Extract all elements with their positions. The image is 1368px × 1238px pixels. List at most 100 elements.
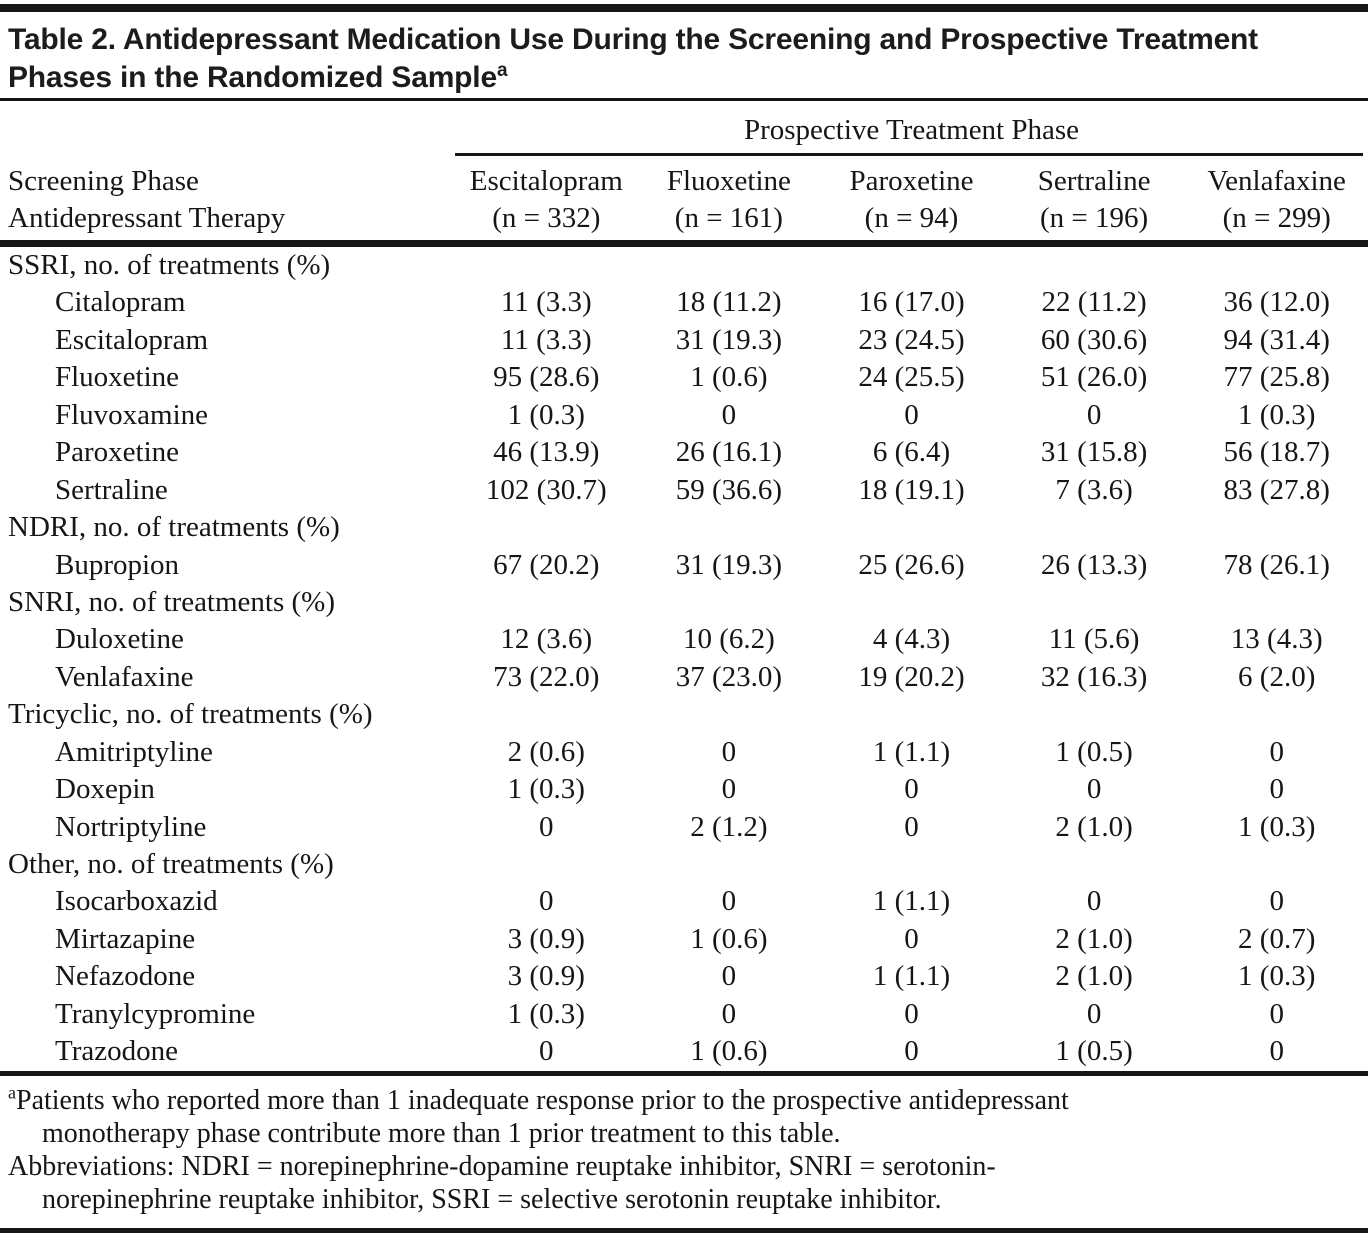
data-cell: 0 xyxy=(904,398,919,431)
data-cell: 0 xyxy=(539,885,554,918)
data-cell: 31 (15.8) xyxy=(1040,436,1148,469)
table-row: Fluoxetine 95 (28.6) 1 (0.6) 24 (25.5) 51 (2… xyxy=(0,359,1368,396)
data-cell: 32 (16.3) xyxy=(1040,660,1148,693)
data-cell: 3 (0.9) xyxy=(507,922,585,955)
data-cell: 1 (0.3) xyxy=(1238,398,1316,431)
data-cell: 16 (17.0) xyxy=(858,286,965,319)
data-cell: 0 xyxy=(721,960,737,993)
data-cell: 0 xyxy=(721,398,737,431)
data-cell: 6 (6.4) xyxy=(872,436,951,469)
data-cell: 2 (1.0) xyxy=(1055,922,1133,955)
footnote-rule xyxy=(0,1071,1368,1076)
data-cell: 2 (0.6) xyxy=(507,735,585,768)
data-cell: 4 (4.3) xyxy=(872,623,951,656)
row-label: Venlafaxine xyxy=(55,660,194,693)
column-header: Sertraline (n = 196) xyxy=(1003,163,1186,237)
table-row: Doxepin 1 (0.3) 0 0 0 0 xyxy=(0,771,1368,808)
table-row: Tranylcypromine 1 (0.3) 0 0 0 0 xyxy=(0,996,1368,1033)
row-label: Nortriptyline xyxy=(55,810,207,843)
stub-header-line1: Screening Phase xyxy=(8,165,199,197)
data-cell: 1 (0.3) xyxy=(507,997,585,1030)
table-row: NDRI, no. of treatments (%) xyxy=(0,509,1368,546)
table-row: Isocarboxazid 0 0 1 (1.1) 0 0 xyxy=(0,883,1368,920)
data-cell: 11 (5.6) xyxy=(1048,623,1140,656)
table-row: Bupropion 67 (20.2) 31 (19.3) 25 (26.6) 26 (… xyxy=(0,547,1368,584)
table-body: SSRI, no. of treatments (%) Citalopram 11 … xyxy=(0,247,1368,1071)
footnote-a-line2: monotherapy phase contribute more than 1… xyxy=(42,1118,841,1149)
table-row: Mirtazapine 3 (0.9) 1 (0.6) 0 2 (1.0) 2 (0.7) xyxy=(0,921,1368,958)
data-cell: 26 (16.1) xyxy=(675,436,783,469)
row-label: Amitriptyline xyxy=(55,735,213,768)
column-n: (n = 299) xyxy=(1222,202,1331,234)
row-label: Paroxetine xyxy=(55,436,180,469)
data-cell: 0 xyxy=(1086,773,1102,806)
column-header: Paroxetine (n = 94) xyxy=(820,163,1003,237)
data-cell: 24 (25.5) xyxy=(858,361,965,394)
table-row: Nefazodone 3 (0.9) 0 1 (1.1) 2 (1.0) 1 (0.3) xyxy=(0,958,1368,995)
data-cell: 67 (20.2) xyxy=(493,548,600,581)
data-cell: 6 (2.0) xyxy=(1238,660,1316,693)
data-cell: 0 xyxy=(1086,398,1102,431)
column-name: Fluoxetine xyxy=(666,165,791,197)
data-cell: 83 (27.8) xyxy=(1223,473,1330,506)
data-cell: 0 xyxy=(904,922,919,955)
footnote-abbrev-line1: Abbreviations: NDRI = norepinephrine-dop… xyxy=(8,1151,996,1182)
column-header: Venlafaxine (n = 299) xyxy=(1185,163,1368,237)
table-title: Table 2. Antidepressant Medication Use D… xyxy=(0,12,1290,98)
column-header: Escitalopram (n = 332) xyxy=(455,163,638,237)
data-cell: 1 (0.6) xyxy=(690,1035,768,1068)
data-cell: 0 xyxy=(539,1035,554,1068)
row-label: Fluoxetine xyxy=(55,361,180,394)
column-name: Paroxetine xyxy=(849,165,974,197)
section-label: Other, no. of treatments (%) xyxy=(8,848,334,880)
data-cell: 10 (6.2) xyxy=(682,623,775,656)
data-cell: 36 (12.0) xyxy=(1223,286,1330,319)
data-cell: 0 xyxy=(721,735,737,768)
data-cell: 1 (1.1) xyxy=(872,960,951,993)
data-cell: 25 (26.6) xyxy=(858,548,965,581)
table-row: Trazodone 0 1 (0.6) 0 1 (0.5) 0 xyxy=(0,1033,1368,1070)
footnote-abbrev-line2: norepinephrine reuptake inhibitor, SSRI … xyxy=(42,1184,942,1215)
data-cell: 22 (11.2) xyxy=(1041,286,1147,319)
table-row: SNRI, no. of treatments (%) xyxy=(0,584,1368,621)
data-cell: 13 (4.3) xyxy=(1230,623,1323,656)
column-name: Venlafaxine xyxy=(1207,165,1346,197)
data-cell: 0 xyxy=(1269,735,1284,768)
data-cell: 7 (3.6) xyxy=(1055,473,1133,506)
row-label: Fluvoxamine xyxy=(55,398,209,431)
column-n: (n = 161) xyxy=(674,202,783,234)
data-cell: 31 (19.3) xyxy=(675,323,783,356)
row-label: Trazodone xyxy=(55,1035,178,1068)
row-label: Nefazodone xyxy=(55,960,196,993)
table-row: Duloxetine 12 (3.6) 10 (6.2) 4 (4.3) 11 (5.6… xyxy=(0,621,1368,658)
data-cell: 1 (0.3) xyxy=(507,398,585,431)
footnote-a-text: Patients who reported more than 1 inadeq… xyxy=(16,1085,1069,1116)
data-cell: 0 xyxy=(1086,997,1102,1030)
data-cell: 0 xyxy=(721,997,737,1030)
data-cell: 0 xyxy=(1269,1035,1284,1068)
data-cell: 1 (0.3) xyxy=(507,773,585,806)
data-cell: 11 (3.3) xyxy=(500,286,592,319)
data-cell: 1 (1.1) xyxy=(872,735,951,768)
table-title-text: Table 2. Antidepressant Medication Use D… xyxy=(8,23,1258,94)
section-label: SNRI, no. of treatments (%) xyxy=(8,585,335,618)
data-cell: 59 (36.6) xyxy=(675,473,783,506)
header-rule xyxy=(0,240,1368,247)
column-n: (n = 332) xyxy=(492,202,601,234)
bottom-rule xyxy=(0,1228,1368,1233)
data-cell: 1 (0.5) xyxy=(1055,735,1133,768)
row-label: Citalopram xyxy=(55,286,186,319)
data-cell: 11 (3.3) xyxy=(500,323,592,356)
table-row: Sertraline 102 (30.7) 59 (36.6) 18 (19.1) 7 … xyxy=(0,472,1368,509)
data-cell: 94 (31.4) xyxy=(1223,323,1330,356)
data-cell: 0 xyxy=(1269,997,1284,1030)
spanner-row: Prospective Treatment Phase xyxy=(455,101,1368,153)
data-cell: 0 xyxy=(721,773,737,806)
column-header-row: Screening Phase Antidepressant Therapy E… xyxy=(0,156,1368,240)
data-cell: 12 (3.6) xyxy=(500,623,593,656)
top-rule xyxy=(0,4,1368,12)
table-row: Venlafaxine 73 (22.0) 37 (23.0) 19 (20.2) 32… xyxy=(0,659,1368,696)
title-footnote-marker: a xyxy=(496,60,508,81)
column-n: (n = 94) xyxy=(864,202,959,234)
